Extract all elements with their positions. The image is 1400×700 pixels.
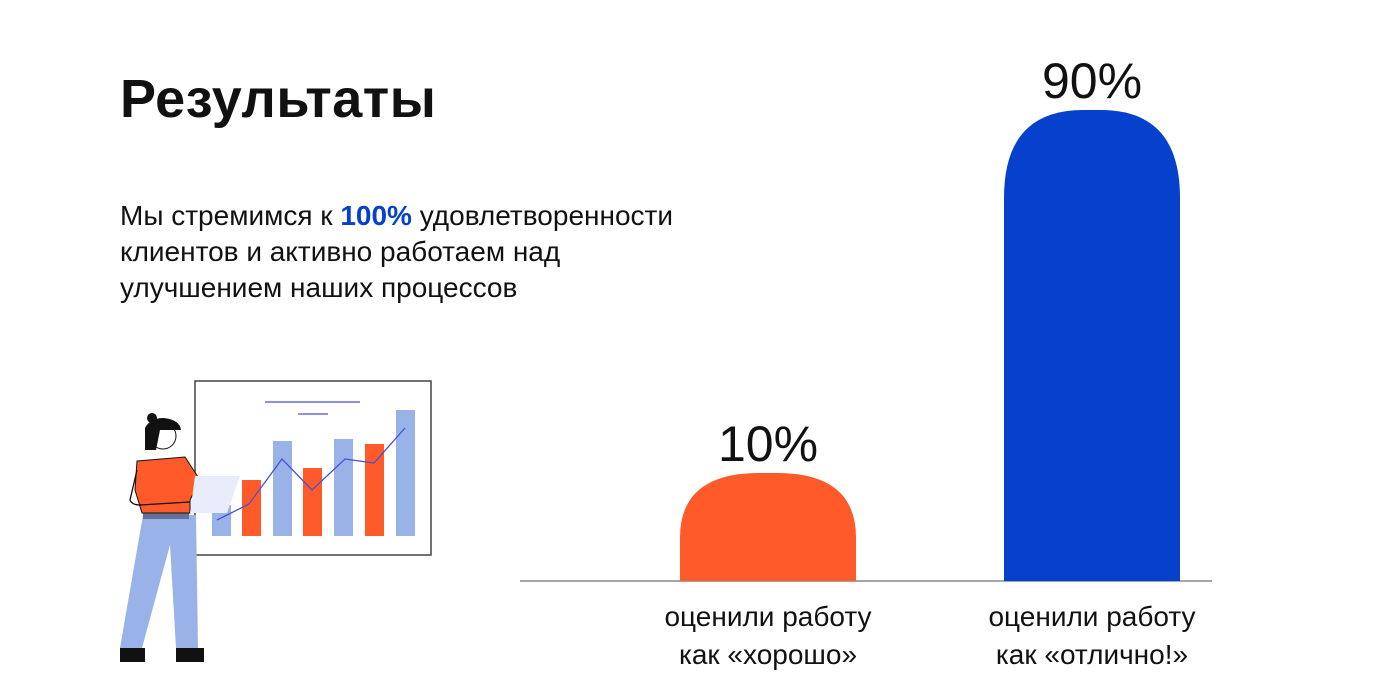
category-label-excellent: оценили работу как «отлично!» [942, 598, 1242, 674]
page-title: Результаты [120, 69, 437, 129]
hair [145, 418, 181, 450]
intro-part: удовлетворенности [411, 200, 673, 231]
category-line: как «отлично!» [995, 639, 1189, 670]
shoe [176, 648, 204, 662]
board-bar [334, 439, 353, 536]
data-label-1: 90% [1042, 53, 1142, 109]
intro-line: улучшением наших процессов [120, 272, 518, 303]
category-line: оценили работу [664, 601, 872, 632]
pants [120, 515, 198, 648]
hair-bun [147, 413, 157, 423]
board-bar [273, 441, 292, 536]
board-trend-line [216, 427, 406, 521]
board-bar [365, 444, 384, 536]
board-bar [396, 410, 415, 536]
board-bar [303, 468, 322, 536]
bar-0 [680, 473, 856, 581]
intro-part: Мы стремимся к [120, 200, 341, 231]
category-line: как «хорошо» [678, 639, 858, 670]
category-line: оценили работу [988, 601, 1196, 632]
shirt [134, 456, 201, 514]
intro-text: Мы стремимся к 100% удовлетворенности кли… [120, 198, 800, 306]
arm [129, 469, 191, 506]
tablet [190, 476, 240, 513]
category-label-good: оценили работу как «хорошо» [618, 598, 918, 674]
shoe [120, 648, 145, 662]
board-bar [242, 480, 261, 536]
intro-line: клиентов и активно работаем над [120, 236, 561, 267]
intro-highlight: 100% [340, 200, 412, 231]
data-label-0: 10% [718, 416, 818, 472]
chart-bars: 10% 90% [680, 53, 1180, 581]
belt [143, 512, 189, 519]
bar-1 [1004, 110, 1180, 581]
presenter-illustration [120, 380, 432, 662]
